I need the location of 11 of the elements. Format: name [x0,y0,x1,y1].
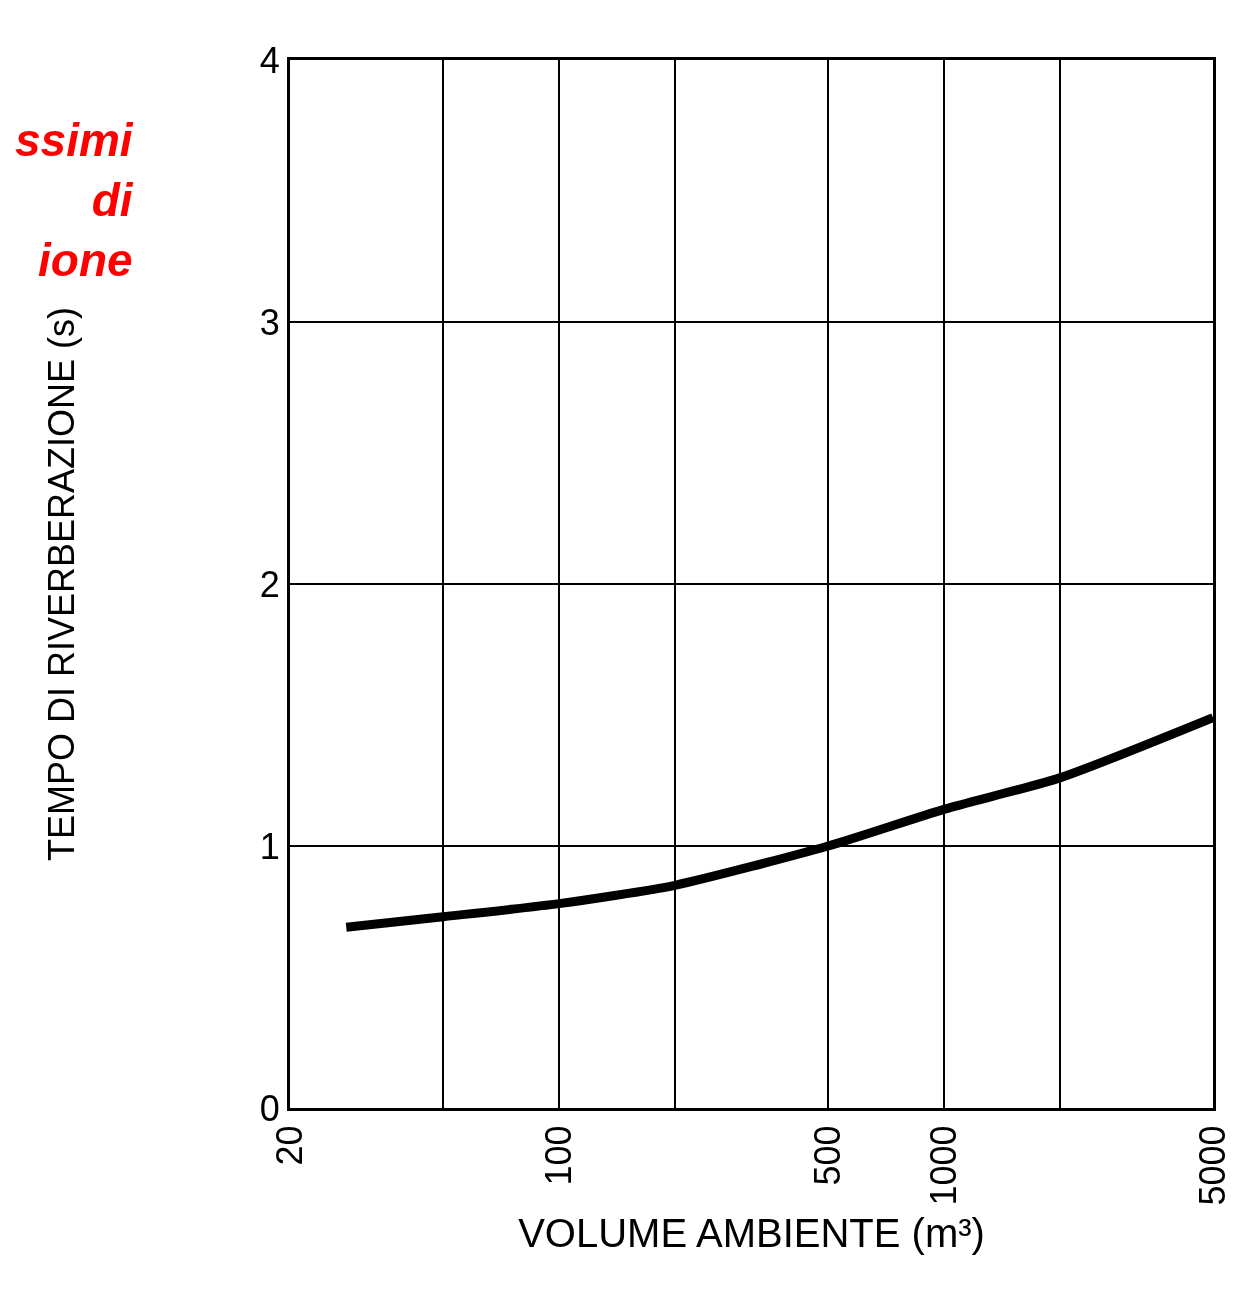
y-axis-title: TEMPO DI RIVERBERAZIONE (s) [40,306,82,862]
x-tick-label: 500 [806,1125,848,1186]
y-tick-label: 4 [259,39,280,81]
y-tick-label: 2 [259,563,280,605]
y-tick-label: 1 [259,825,280,867]
y-tick-label: 3 [259,301,280,343]
x-tick-label: 1000 [922,1125,964,1206]
x-tick-label: 100 [537,1125,579,1186]
text: ssimi di ione [15,114,134,286]
x-axis-title: VOLUME AMBIENTE (m³) [518,1210,985,1255]
x-tick-label: 5000 [1191,1125,1233,1206]
